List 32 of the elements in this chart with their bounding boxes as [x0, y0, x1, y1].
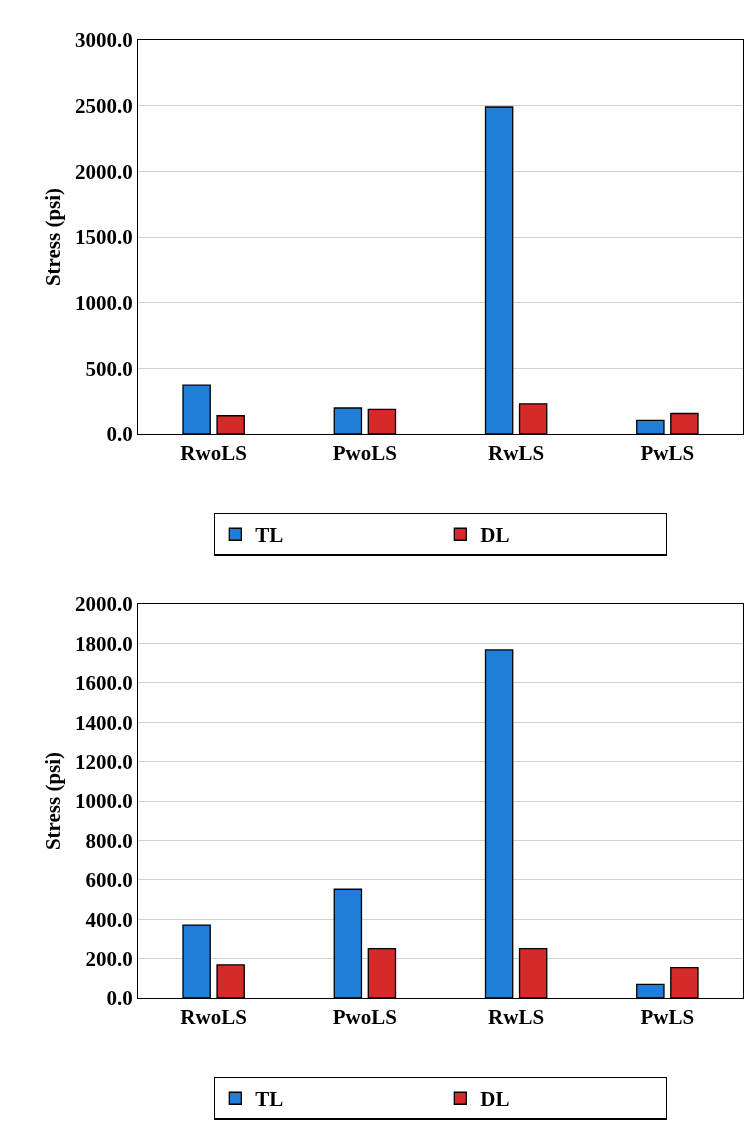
x-tick-label: RwLS [488, 441, 545, 466]
y-tick-label: 800.0 [85, 828, 133, 853]
legend-label: TL [255, 1087, 284, 1112]
y-tick-label: 600.0 [85, 868, 133, 893]
x-tick-label: PwoLS [332, 1005, 397, 1030]
y-tick-label: 0.0 [106, 422, 133, 447]
x-tick-label: PwLS [640, 441, 695, 466]
y-tick-label: 2000.0 [74, 159, 133, 184]
y-tick-label: 3000.0 [74, 28, 133, 53]
x-tick-label: PwLS [640, 1005, 695, 1030]
x-tick-label: RwoLS [180, 1005, 247, 1030]
y-tick-label: 400.0 [85, 907, 133, 932]
y-tick-label: 1800.0 [74, 631, 133, 656]
y-tick-label: 500.0 [85, 356, 133, 381]
x-tick-label: RwLS [488, 1005, 545, 1030]
y-tick-label: 1000.0 [74, 291, 133, 316]
y-tick-label: 1400.0 [74, 710, 133, 735]
legend-label: DL [480, 1087, 510, 1112]
legend-label: DL [480, 523, 510, 548]
x-tick-label: RwoLS [180, 441, 247, 466]
y-tick-label: 2500.0 [74, 94, 133, 119]
y-tick-label: 1000.0 [74, 789, 133, 814]
y-tick-label: 1600.0 [74, 671, 133, 696]
y-tick-label: 1200.0 [74, 749, 133, 774]
y-tick-label: 2000.0 [74, 592, 133, 617]
y-axis-title: Stress (psi) [41, 187, 66, 287]
y-tick-label: 0.0 [106, 986, 133, 1011]
y-tick-label: 200.0 [85, 946, 133, 971]
legend-label: TL [255, 523, 284, 548]
x-tick-label: PwoLS [332, 441, 397, 466]
y-tick-label: 1500.0 [74, 225, 133, 250]
y-axis-title: Stress (psi) [41, 751, 66, 851]
